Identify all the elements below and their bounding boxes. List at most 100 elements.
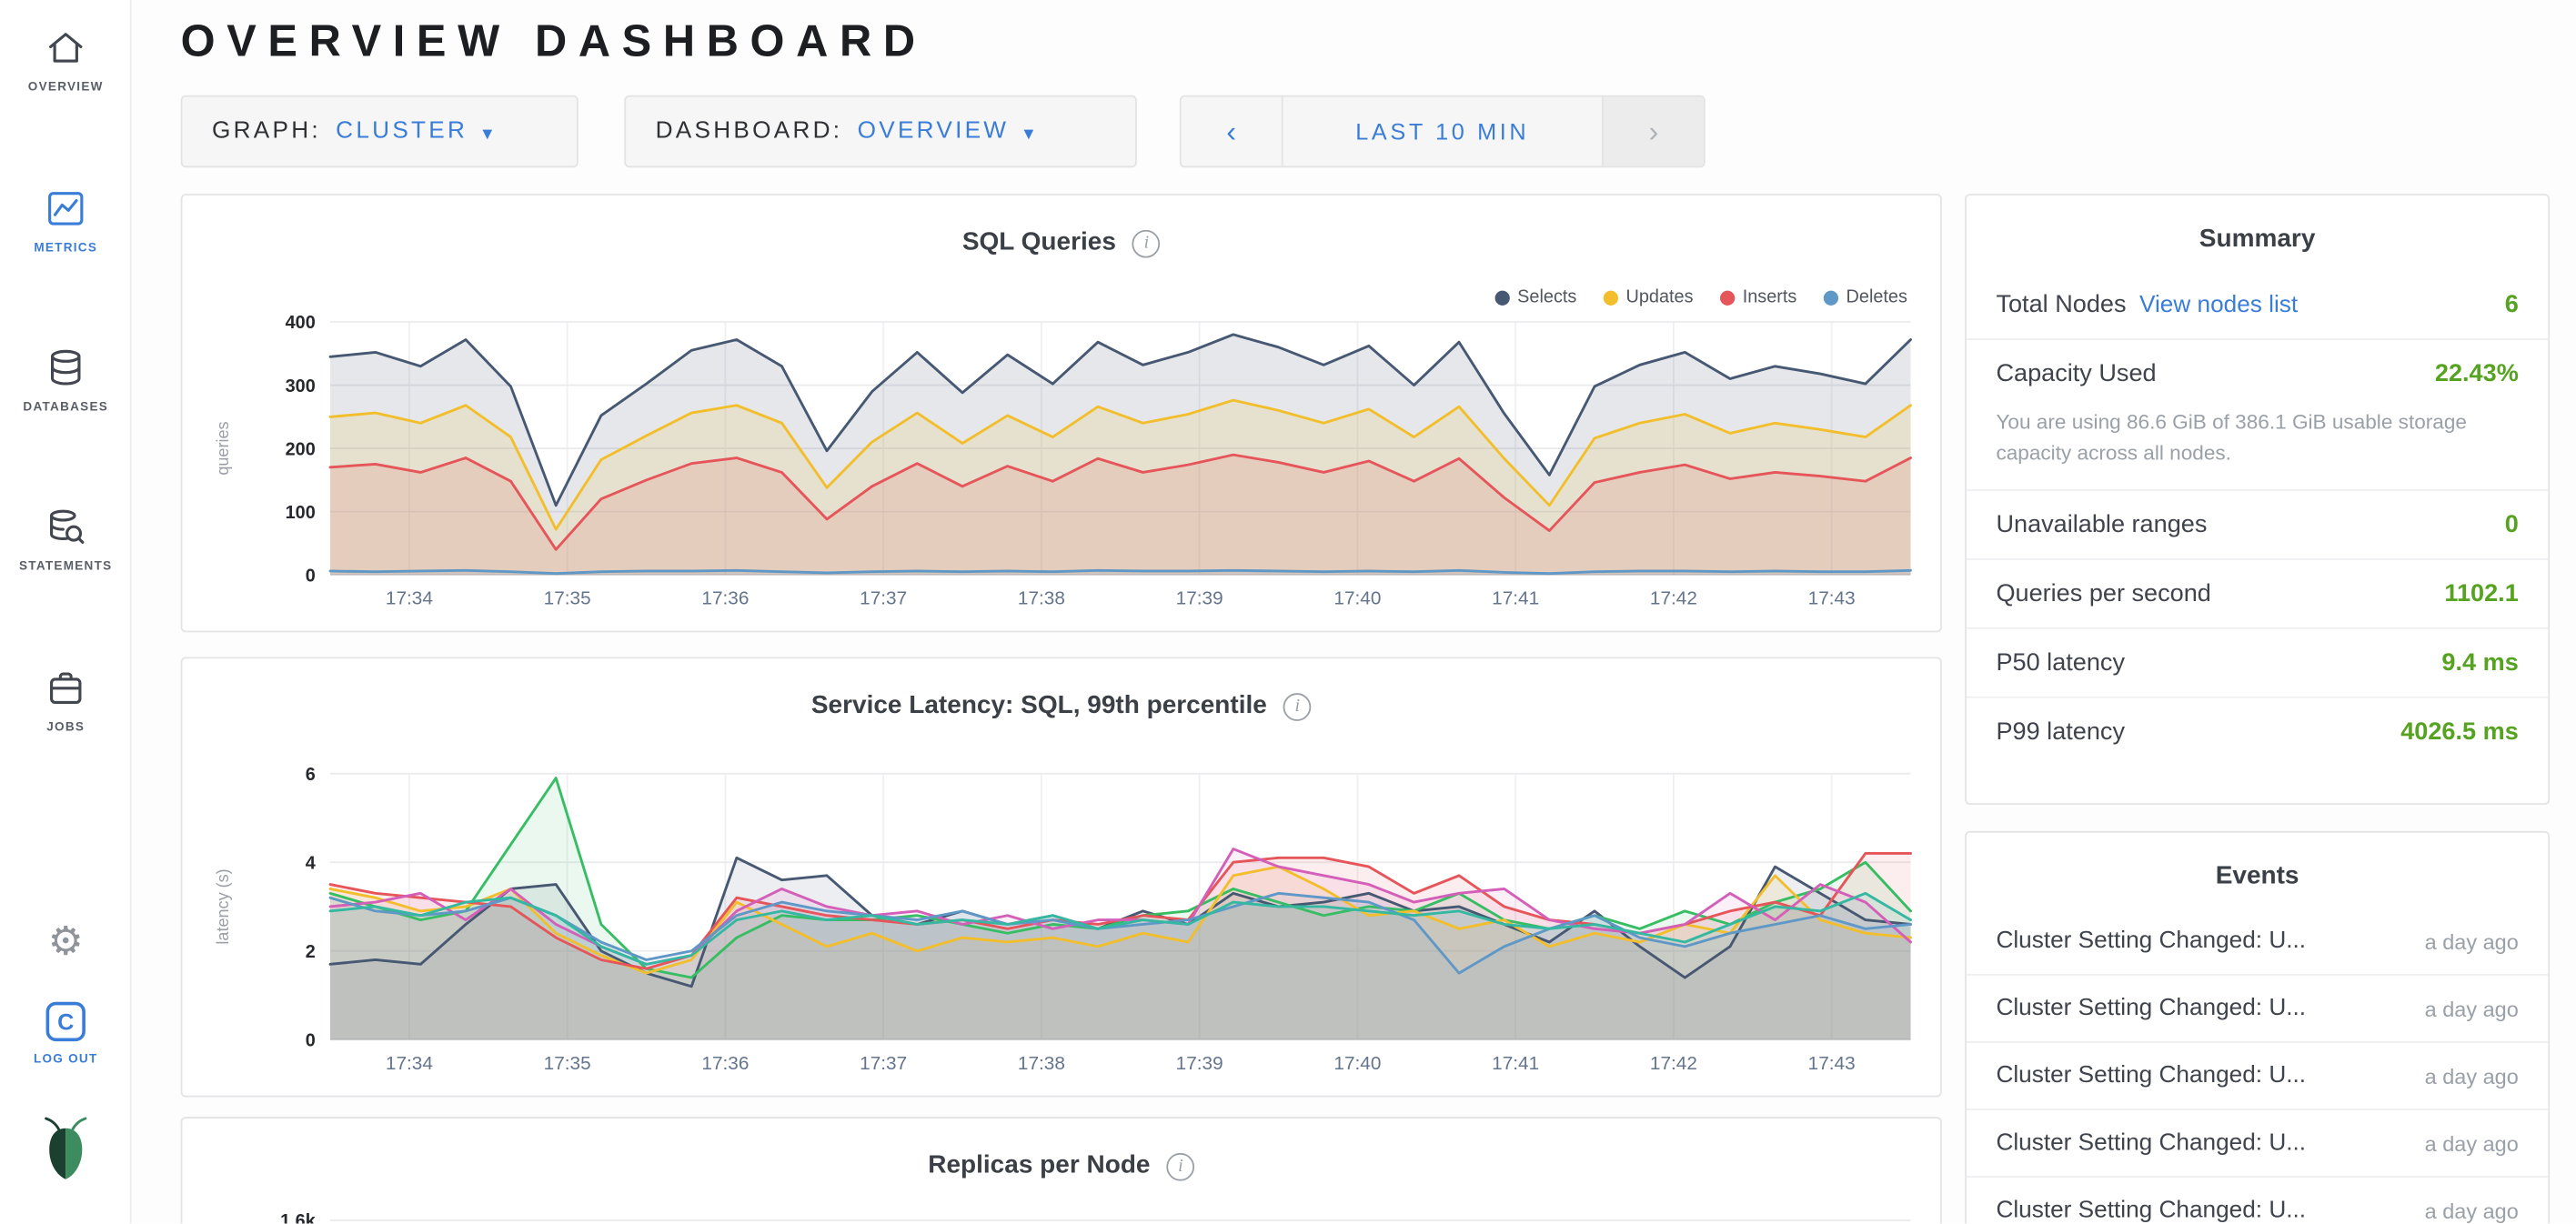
sidebar-item-logout[interactable]: C LOG OUT — [0, 1001, 131, 1067]
event-text: Cluster Setting Changed: U... — [1996, 1062, 2307, 1089]
svg-text:latency (s): latency (s) — [214, 868, 232, 944]
svg-text:17:42: 17:42 — [1650, 1053, 1697, 1074]
svg-text:17:41: 17:41 — [1492, 1053, 1539, 1074]
event-row: Cluster Setting Changed: U... a day ago — [1967, 908, 2548, 974]
events-title: Events — [2215, 862, 2299, 890]
page-title: OVERVIEW DASHBOARD — [180, 16, 927, 66]
event-time: a day ago — [2424, 928, 2519, 954]
svg-text:4: 4 — [306, 853, 316, 873]
info-icon[interactable]: i — [1132, 228, 1161, 257]
time-range-label[interactable]: LAST 10 MIN — [1355, 118, 1530, 145]
logout-label: LOG OUT — [33, 1050, 98, 1067]
main-content: OVERVIEW DASHBOARD GRAPH: CLUSTER ▾ DASH… — [131, 0, 2576, 1224]
legend-item-updates[interactable]: Updates — [1603, 287, 1694, 307]
chart-title: Replicas per Node — [928, 1151, 1151, 1179]
time-range-next-button[interactable]: › — [1601, 96, 1704, 166]
home-icon — [45, 26, 87, 69]
sidebar-item-statements[interactable]: STATEMENTS — [0, 506, 131, 573]
svg-text:17:39: 17:39 — [1176, 1053, 1223, 1074]
info-icon[interactable]: i — [1283, 692, 1312, 720]
summary-row-capacity-used: Capacity Used 22.43% You are using 86.6 … — [1966, 338, 2549, 488]
sidebar-item-label: DATABASES — [23, 398, 109, 415]
jobs-icon — [45, 667, 87, 709]
time-range-prev-button[interactable]: ‹ — [1182, 96, 1283, 166]
summary-value: 6 — [2504, 290, 2519, 319]
svg-text:17:34: 17:34 — [386, 1053, 433, 1074]
dashboard-dropdown[interactable]: DASHBOARD: OVERVIEW ▾ — [624, 95, 1137, 168]
legend-dot — [1603, 289, 1618, 306]
svg-text:100: 100 — [286, 503, 316, 523]
event-row: Cluster Setting Changed: U... a day ago — [1966, 974, 2549, 1041]
capacity-description: You are using 86.6 GiB of 386.1 GiB usab… — [1996, 410, 2467, 465]
svg-text:17:35: 17:35 — [544, 1053, 591, 1074]
sidebar-item-jobs[interactable]: JOBS — [0, 667, 131, 734]
svg-text:0: 0 — [306, 566, 316, 586]
sql-queries-chart-card: SQL Queries i Selects Updates Inserts — [180, 194, 1942, 633]
sidebar-item-label: JOBS — [46, 719, 86, 735]
svg-text:17:36: 17:36 — [701, 588, 749, 609]
summary-label: P50 latency — [1996, 647, 2126, 677]
replicas-per-node-chart-card: Replicas per Node i 1.6k — [180, 1117, 1942, 1224]
graph-dropdown[interactable]: GRAPH: CLUSTER ▾ — [180, 95, 579, 168]
legend-item-inserts[interactable]: Inserts — [1719, 287, 1796, 307]
event-time: a day ago — [2424, 1130, 2519, 1156]
database-icon — [45, 346, 87, 389]
svg-text:17:43: 17:43 — [1808, 588, 1856, 609]
svg-text:400: 400 — [286, 313, 316, 333]
event-text: Cluster Setting Changed: U... — [1996, 1129, 2307, 1157]
service-latency-chart-plot[interactable]: 17:34 17:35 17:36 17:37 17:38 17:39 17:40 17:41… — [208, 760, 1917, 1082]
event-row: Cluster Setting Changed: U... a day ago — [1966, 1041, 2549, 1109]
svg-text:17:37: 17:37 — [860, 1053, 907, 1074]
event-time: a day ago — [2424, 1063, 2519, 1089]
event-text: Cluster Setting Changed: U... — [1996, 928, 2307, 955]
charts-column: SQL Queries i Selects Updates Inserts — [180, 194, 1942, 1224]
svg-text:17:40: 17:40 — [1333, 1053, 1381, 1074]
legend-item-deletes[interactable]: Deletes — [1823, 287, 1907, 307]
sql-queries-chart-plot[interactable]: 17:34 17:35 17:36 17:37 17:38 17:39 17:40 17:41… — [208, 312, 1917, 617]
logout-icon: C — [45, 1001, 86, 1042]
summary-value: 9.4 ms — [2441, 647, 2519, 677]
view-nodes-list-link[interactable]: View nodes list — [2138, 292, 2299, 319]
svg-text:17:38: 17:38 — [1018, 588, 1065, 609]
replicas-per-node-chart-plot[interactable]: 1.6k — [208, 1208, 1917, 1224]
info-icon[interactable]: i — [1166, 1151, 1195, 1180]
svg-text:17:37: 17:37 — [860, 588, 907, 609]
time-range-picker: ‹ LAST 10 MIN › — [1179, 95, 1706, 168]
svg-text:17:35: 17:35 — [544, 588, 591, 609]
dashboard-dropdown-value: OVERVIEW — [857, 118, 1010, 145]
summary-row-unavailable-ranges: Unavailable ranges 0 — [1966, 488, 2549, 557]
summary-label: Unavailable ranges — [1996, 509, 2208, 538]
legend-dot — [1719, 289, 1735, 306]
sidebar-item-overview[interactable]: OVERVIEW — [0, 26, 131, 94]
sidebar-item-metrics[interactable]: METRICS — [0, 187, 131, 255]
sidebar-item-settings[interactable]: ⚙ — [0, 922, 131, 962]
cockroach-bug-icon — [38, 1114, 94, 1186]
legend-item-selects[interactable]: Selects — [1494, 287, 1576, 307]
event-row: Cluster Setting Changed: U... a day ago — [1966, 1109, 2549, 1176]
legend-label: Selects — [1517, 287, 1577, 307]
summary-value: 1102.1 — [2444, 578, 2519, 607]
legend-label: Inserts — [1742, 287, 1797, 307]
graph-dropdown-value: CLUSTER — [336, 118, 468, 145]
metrics-icon — [45, 187, 87, 230]
svg-text:300: 300 — [286, 376, 316, 396]
summary-value: 4026.5 ms — [2400, 717, 2519, 746]
caret-down-icon: ▾ — [482, 121, 493, 145]
chevron-left-icon: ‹ — [1226, 114, 1237, 147]
cockroachdb-logo — [0, 1114, 131, 1186]
summary-row-p99-latency: P99 latency 4026.5 ms — [1966, 695, 2549, 765]
legend-dot — [1494, 289, 1510, 306]
sidebar-item-databases[interactable]: DATABASES — [0, 346, 131, 414]
svg-text:queries: queries — [214, 421, 232, 475]
svg-text:2: 2 — [306, 942, 316, 962]
summary-row-total-nodes: Total Nodes View nodes list 6 — [1967, 271, 2548, 338]
right-column: Summary Total Nodes View nodes list 6 Cap… — [1965, 194, 2551, 1224]
chart-legend: Selects Updates Inserts Deletes — [1494, 287, 1907, 307]
svg-text:17:34: 17:34 — [386, 588, 433, 609]
summary-title: Summary — [2199, 225, 2316, 254]
event-time: a day ago — [2424, 1198, 2519, 1223]
summary-label: Capacity Used — [1996, 359, 2157, 388]
event-row: Cluster Setting Changed: U... a day ago — [1966, 1176, 2549, 1224]
summary-row-p50-latency: P50 latency 9.4 ms — [1966, 627, 2549, 696]
